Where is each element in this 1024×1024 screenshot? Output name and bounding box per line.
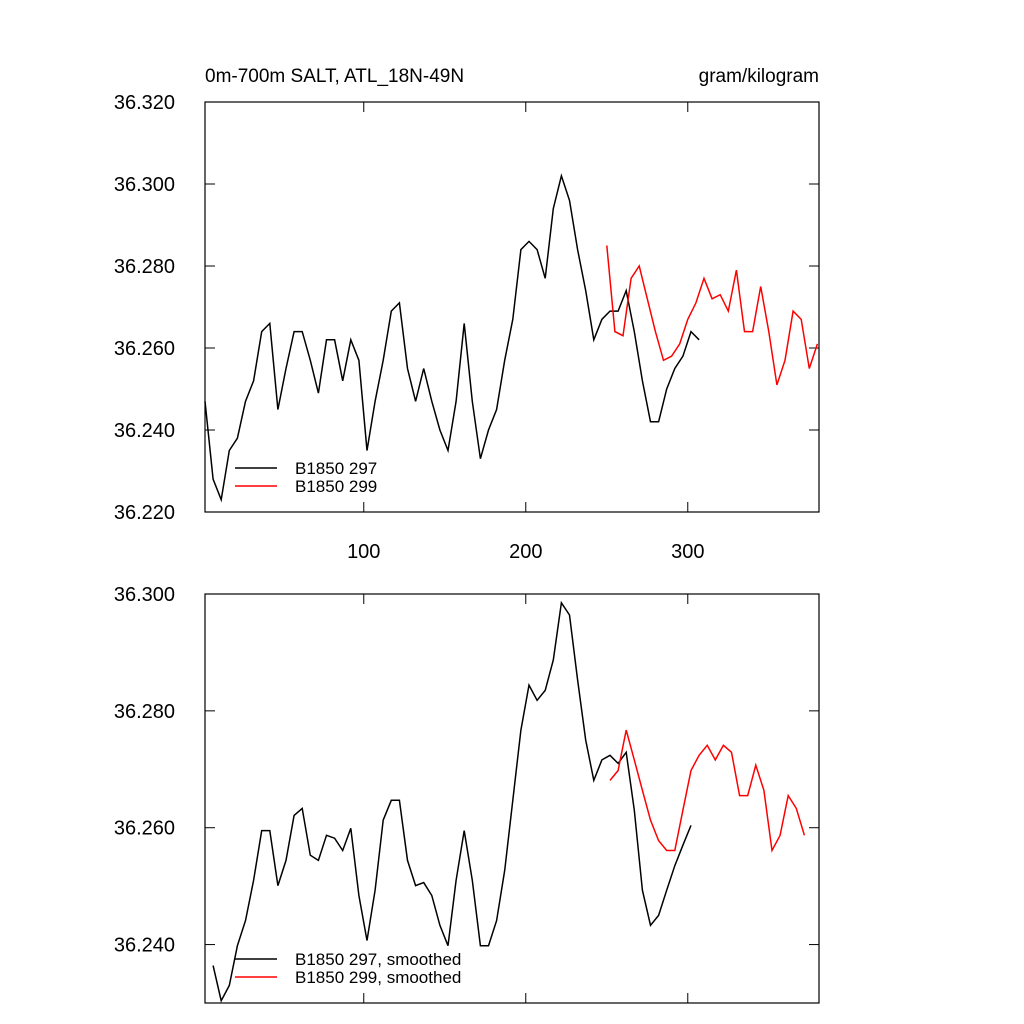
plot-frame — [204, 101, 820, 513]
y-tick-label: 36.320 — [114, 92, 175, 114]
plot-frame — [204, 593, 820, 1004]
x-tick-label: 100 — [347, 541, 380, 563]
y-tick-label: 36.220 — [114, 502, 175, 524]
legend-label: B1850 297 — [295, 459, 377, 478]
series-line — [606, 245, 819, 386]
y-tick-label: 36.260 — [114, 818, 175, 840]
y-tick-label: 36.280 — [114, 256, 175, 278]
legend-label: B1850 299, smoothed — [295, 968, 461, 987]
y-tick-label: 36.280 — [114, 701, 175, 723]
units-label: gram/kilogram — [699, 66, 819, 87]
chart-title: 0m-700m SALT, ATL_18N-49N — [205, 66, 464, 87]
y-tick-label: 36.260 — [114, 338, 175, 360]
legend-label: B1850 297, smoothed — [295, 950, 461, 969]
x-tick-label: 200 — [509, 541, 542, 563]
series-line — [204, 173, 700, 503]
x-tick-label: 300 — [671, 541, 704, 563]
y-tick-label: 36.240 — [114, 935, 175, 957]
series-line — [609, 729, 806, 853]
y-tick-label: 36.240 — [114, 420, 175, 442]
series-line — [212, 600, 692, 1003]
y-tick-label: 36.300 — [114, 584, 175, 606]
y-tick-label: 36.300 — [114, 174, 175, 196]
legend-label: B1850 299 — [295, 477, 377, 496]
